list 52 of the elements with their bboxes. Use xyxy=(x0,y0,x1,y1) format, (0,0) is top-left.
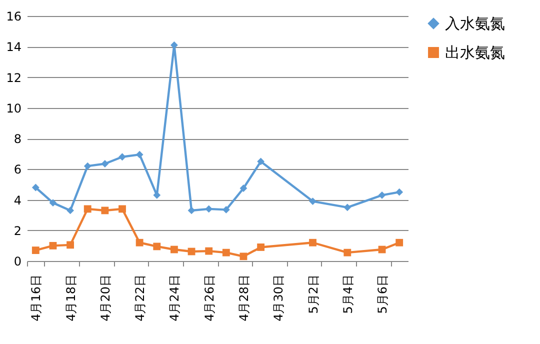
point xyxy=(66,206,74,214)
point xyxy=(257,158,265,166)
y-tick-label: 4 xyxy=(14,193,22,208)
x-tick-label: 4月24日 xyxy=(168,274,182,322)
y-tick-label: 6 xyxy=(14,162,22,177)
legend-label: 出水氨氮 xyxy=(445,44,505,62)
point xyxy=(101,206,109,214)
y-tick-label: 10 xyxy=(6,101,22,116)
point xyxy=(49,242,57,250)
y-tick-label: 12 xyxy=(6,70,22,85)
point xyxy=(49,199,57,207)
point xyxy=(396,188,404,196)
legend-label: 入水氨氮 xyxy=(445,14,505,32)
point xyxy=(66,241,74,249)
point xyxy=(396,238,404,246)
y-tick-label: 16 xyxy=(6,10,22,24)
y-tick-label: 2 xyxy=(14,224,22,238)
y-tick-label: 8 xyxy=(14,132,22,146)
x-tick-label: 5月6日 xyxy=(376,274,390,314)
point xyxy=(257,244,265,251)
point xyxy=(344,248,352,256)
point xyxy=(84,205,92,213)
x-tick-label: 5月2日 xyxy=(306,274,320,314)
y-tick-label: 14 xyxy=(6,40,22,54)
point xyxy=(101,160,109,168)
point xyxy=(309,198,316,205)
point xyxy=(205,247,213,255)
x-tick-label: 4月22日 xyxy=(133,274,148,322)
point xyxy=(136,238,144,246)
point xyxy=(136,150,144,158)
point xyxy=(118,205,126,213)
x-tick-label: 4月30日 xyxy=(272,274,286,322)
x-tick-label: 4月16日 xyxy=(29,274,44,322)
point xyxy=(378,191,386,199)
x-tick-label: 5月4日 xyxy=(340,274,355,314)
point xyxy=(118,153,126,161)
x-tick-label: 4月18日 xyxy=(64,274,78,322)
point xyxy=(240,252,248,260)
point xyxy=(222,206,230,214)
point xyxy=(153,242,161,250)
point xyxy=(188,206,196,214)
point xyxy=(222,248,230,256)
point xyxy=(309,238,316,246)
point xyxy=(84,162,92,170)
point xyxy=(170,246,178,254)
point xyxy=(32,246,40,254)
point xyxy=(32,184,40,192)
y-tick-label: 0 xyxy=(14,254,22,268)
x-tick-label: 4月20日 xyxy=(98,274,112,322)
x-tick-label: 4月26日 xyxy=(202,274,216,322)
point xyxy=(344,204,352,212)
x-tick-label: 4月28日 xyxy=(236,274,251,322)
